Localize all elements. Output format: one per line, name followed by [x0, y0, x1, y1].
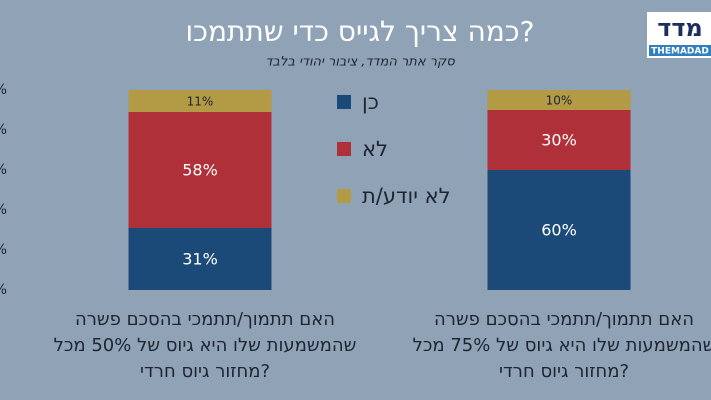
logo-sub: THEMADAD — [651, 47, 709, 57]
x-tick-label: מחזור גיוס חרדי? — [499, 361, 629, 382]
chart-title: כמה צריך לגייס כדי שתתמכו? — [186, 15, 535, 48]
value-label: 11% — [187, 95, 214, 109]
y-tick-label: 20% — [0, 242, 7, 258]
legend-swatch — [337, 142, 351, 156]
y-tick-label: 60% — [0, 162, 7, 178]
y-tick-label: 0% — [0, 282, 7, 298]
bar-segment — [487, 90, 631, 110]
y-tick-label: 80% — [0, 122, 7, 138]
x-tick-label: שהמשמעות שלו היא גיוס של 75% מכל — [413, 335, 711, 356]
x-tick-label: האם תתמוך/תתמכי בהסכם פשרה — [434, 309, 694, 330]
chart-subtitle: סקר אתר המדד, ציבור יהודי בלבד — [265, 55, 455, 70]
legend-label: לא יודע/ת — [362, 184, 451, 208]
legend-label: לא — [362, 137, 388, 161]
logo-strip — [649, 45, 711, 56]
bar-segment — [128, 112, 272, 228]
legend-swatch — [337, 189, 351, 203]
value-label: 10% — [546, 94, 573, 108]
value-label: 60% — [541, 221, 577, 240]
x-tick-label: מחזור גיוס חרדי? — [140, 361, 270, 382]
value-label: 30% — [541, 131, 577, 150]
y-tick-label: 100% — [0, 82, 7, 98]
value-label: 58% — [182, 161, 218, 180]
x-tick-label: האם תתמוך/תתמכי בהסכם פשרה — [75, 309, 335, 330]
legend-swatch — [337, 95, 351, 109]
logo: מדד THEMADAD — [647, 12, 711, 58]
bar-segment — [487, 110, 631, 170]
bar-segment — [487, 170, 631, 290]
bar-segment — [128, 228, 272, 290]
y-tick-label: 40% — [0, 202, 7, 218]
x-tick-label: שהמשמעות שלו היא גיוס של 50% מכל — [54, 335, 357, 356]
value-label: 31% — [182, 250, 218, 269]
logo-name: מדד — [657, 14, 703, 42]
legend-label: כן — [362, 90, 379, 114]
bar-segment — [128, 90, 272, 112]
